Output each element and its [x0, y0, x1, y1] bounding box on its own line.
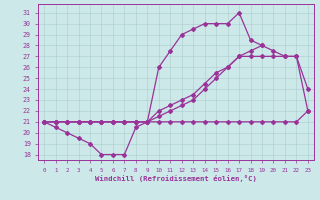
X-axis label: Windchill (Refroidissement éolien,°C): Windchill (Refroidissement éolien,°C): [95, 175, 257, 182]
